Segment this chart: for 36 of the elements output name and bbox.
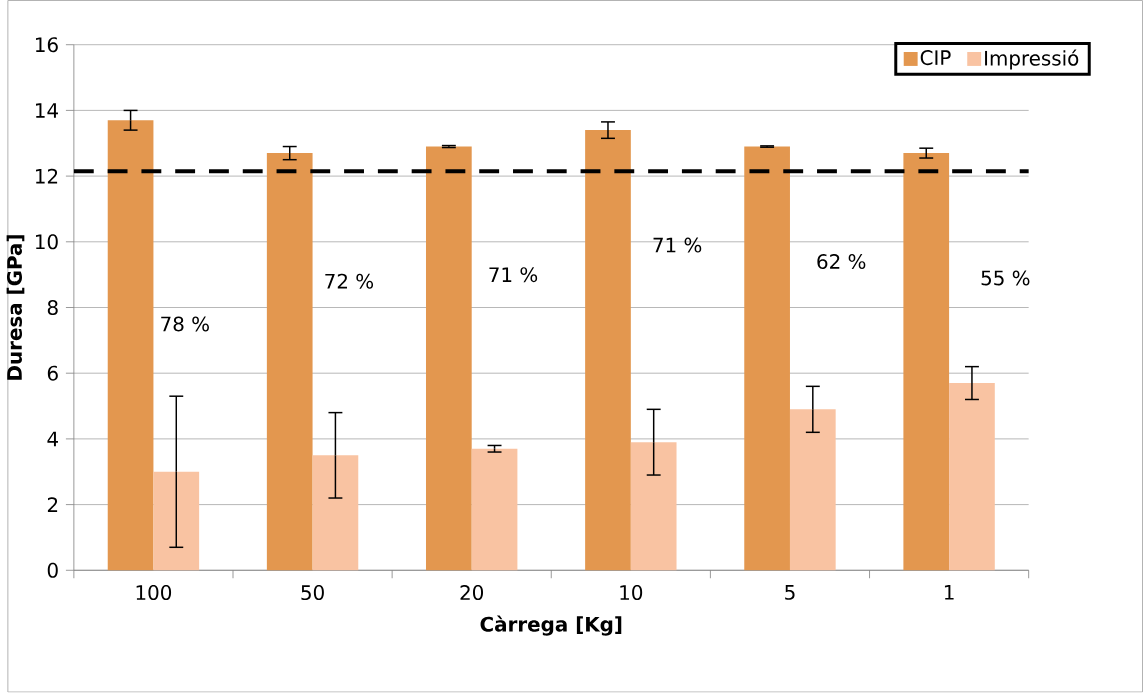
bar [949,383,995,571]
y-axis-title: Duresa [GPa] [6,235,25,380]
x-tick-label: 1 [944,585,954,600]
legend-label: CIP [920,50,951,66]
y-tick-label: 6 [47,365,58,381]
annotation: 62 % [817,254,866,270]
y-tick-label: 4 [47,431,58,447]
bar [312,455,359,571]
annotation: 72 % [325,273,374,289]
bar [425,146,472,571]
y-tick-label: 8 [47,300,58,316]
annotation: 71 % [489,267,538,283]
bar [107,120,154,571]
bar [471,449,518,571]
bar [630,442,677,571]
bar [789,409,836,571]
x-axis-title: Càrrega [Kg] [480,615,622,636]
bar [903,153,950,571]
x-tick-label: 10 [620,585,643,601]
bar [744,146,790,571]
y-tick-label: 2 [47,497,58,513]
annotation: 78 % [161,316,209,332]
x-tick-label: 100 [136,585,172,601]
annotation: 55 % [981,270,1030,286]
bar [266,153,313,571]
x-tick-label: 5 [785,585,795,601]
x-tick-label: 50 [301,585,324,601]
x-tick-label: 20 [460,585,484,601]
y-tick-label: 0 [47,563,58,579]
bar [585,130,631,571]
legend-label: Impressió [985,49,1079,70]
y-tick-label: 12 [35,168,58,184]
y-tick-label: 14 [35,103,58,118]
y-tick-label: 16 [35,37,58,53]
y-tick-label: 10 [35,234,58,250]
annotation: 71 % [653,237,702,253]
